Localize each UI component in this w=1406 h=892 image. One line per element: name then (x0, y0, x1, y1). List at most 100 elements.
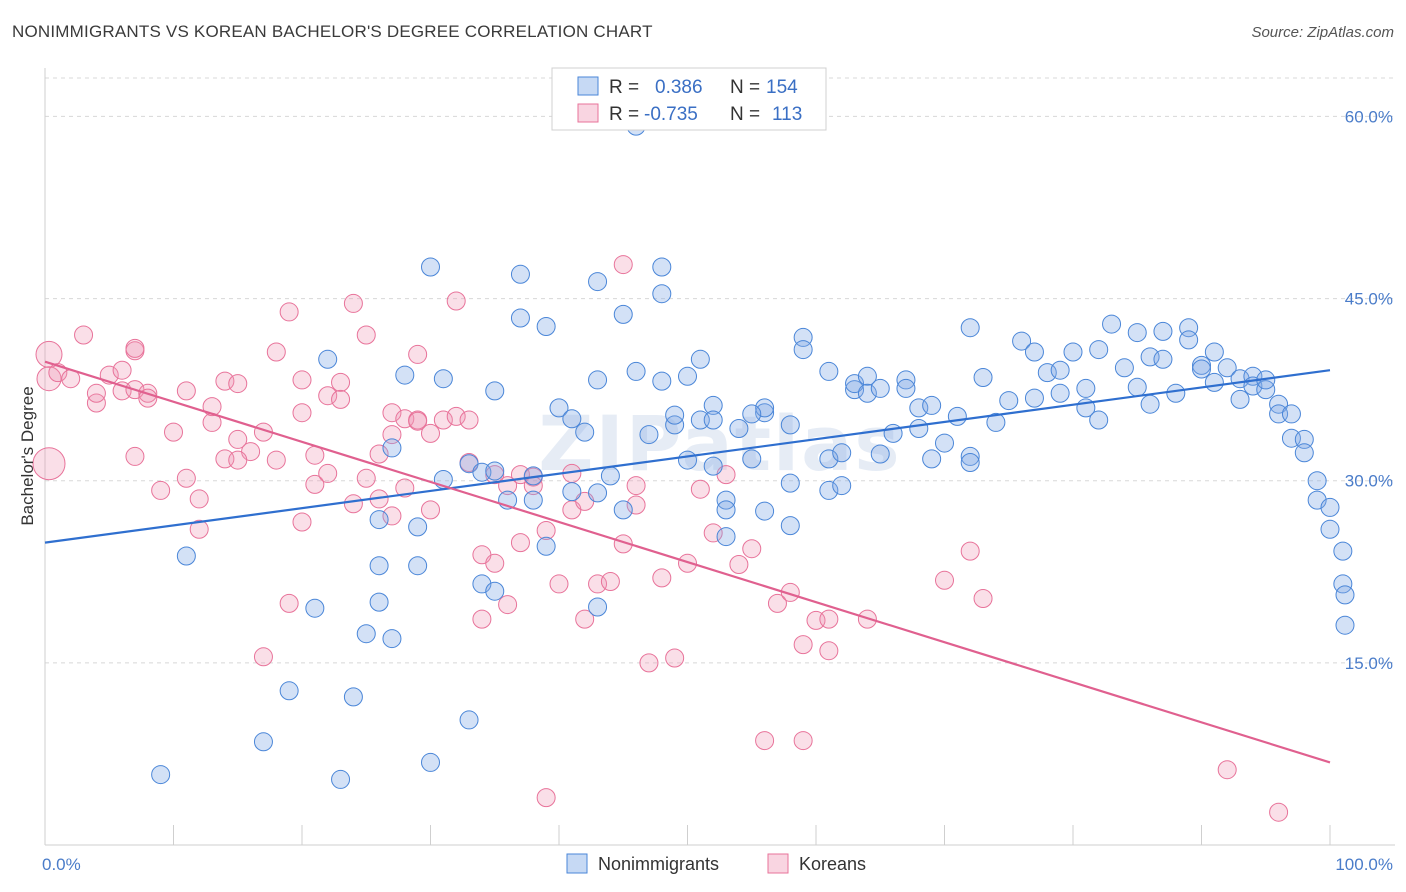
nonimmigrants-point (703, 456, 723, 476)
nonimmigrants-point (1281, 404, 1301, 424)
x-tick-label-min: 0.0% (42, 855, 81, 874)
koreans-point (1269, 802, 1289, 822)
nonimmigrants-point (421, 257, 440, 277)
koreans-point (228, 374, 248, 394)
legend-r-label-1: R = (609, 77, 639, 98)
koreans-point (652, 568, 672, 588)
koreans-point (960, 541, 980, 561)
bottom-legend-swatch-pink (767, 853, 789, 874)
koreans-point (266, 342, 286, 362)
nonimmigrants-point (485, 461, 505, 481)
koreans-point (151, 480, 171, 500)
nonimmigrants-point (343, 687, 363, 707)
nonimmigrants-point (408, 517, 428, 537)
koreans-point (189, 489, 209, 509)
koreans-point (690, 479, 710, 499)
koreans-point (331, 389, 351, 409)
koreans-point (331, 372, 351, 392)
legend-n-label-1: N = (730, 77, 760, 98)
nonimmigrants-point (703, 410, 723, 430)
koreans-point (189, 519, 209, 539)
nonimmigrants-point (665, 405, 685, 425)
koreans-point (793, 635, 813, 655)
nonimmigrants-point (485, 581, 505, 601)
nonimmigrants-point (331, 769, 351, 789)
nonimmigrants-point (922, 449, 942, 469)
nonimmigrants-point (729, 419, 749, 438)
nonimmigrants-point (536, 536, 556, 556)
koreans-point (292, 512, 312, 532)
nonimmigrants-point (1269, 394, 1289, 414)
legend-n-value-2: 113 (772, 104, 802, 125)
nonimmigrants-point (857, 383, 877, 403)
nonimmigrants-point (600, 466, 620, 486)
koreans-point (279, 593, 299, 613)
nonimmigrants-point (1012, 331, 1032, 351)
legend-swatch-blue (577, 76, 599, 96)
nonimmigrants-point (588, 370, 608, 390)
nonimmigrants-point (575, 422, 595, 442)
x-tick-label-max: 100.0% (1335, 855, 1393, 874)
nonimmigrants-point (1050, 383, 1070, 403)
koreans-point (125, 446, 145, 466)
nonimmigrants-point (909, 419, 929, 438)
nonimmigrants-point (999, 391, 1019, 411)
koreans-point (343, 494, 363, 514)
nonimmigrants-point (1294, 443, 1314, 463)
nonimmigrants-point (665, 415, 685, 435)
koreans-point (433, 410, 453, 430)
koreans-point (626, 476, 646, 496)
bottom-legend-swatch-blue (566, 853, 588, 874)
koreans-point (536, 521, 556, 540)
koreans-point (703, 523, 723, 543)
koreans-point (382, 403, 402, 423)
nonimmigrants-point (845, 380, 865, 400)
koreans-points (32, 255, 1289, 822)
nonimmigrants-point (1166, 383, 1186, 403)
nonimmigrants-point (755, 501, 775, 521)
koreans-point (395, 478, 415, 498)
koreans-point (292, 370, 312, 390)
nonimmigrants-point (639, 425, 659, 445)
nonimmigrants-point (318, 349, 338, 369)
koreans-point (318, 463, 338, 483)
nonimmigrants-points (151, 116, 1355, 789)
koreans-point (742, 539, 762, 559)
koreans-point (138, 388, 158, 408)
nonimmigrants-point (395, 365, 415, 385)
y-axis-title: Bachelor's Degree (18, 386, 37, 525)
nonimmigrants-point (870, 378, 890, 398)
legend-r-value-2: -0.735 (644, 104, 698, 125)
nonimmigrants-point (588, 597, 608, 617)
koreans-point (446, 291, 466, 311)
nonimmigrants-point (1127, 377, 1147, 397)
koreans-point (613, 255, 633, 275)
koreans-point (112, 360, 132, 380)
nonimmigrants-point (510, 308, 530, 328)
nonimmigrants-point (1217, 358, 1237, 378)
nonimmigrants-point (588, 272, 608, 292)
nonimmigrants-point (716, 490, 736, 510)
nonimmigrants-point (870, 444, 890, 464)
nonimmigrants-point (613, 500, 633, 520)
koreans-point (421, 500, 440, 520)
koreans-point (498, 595, 518, 615)
nonimmigrants-point (755, 398, 775, 418)
koreans-point (575, 609, 595, 629)
nonimmigrants-point (947, 406, 967, 426)
nonimmigrants-point (1102, 314, 1122, 334)
nonimmigrants-point (678, 450, 697, 470)
nonimmigrants-point (382, 438, 402, 458)
koreans-point (626, 495, 646, 515)
nonimmigrants-point (960, 318, 980, 338)
koreans-point (356, 325, 376, 345)
nonimmigrants-point (703, 395, 723, 415)
koreans-point (164, 422, 183, 442)
koreans-point (266, 450, 286, 470)
nonimmigrants-point (1179, 330, 1199, 350)
nonimmigrants-point (485, 381, 505, 401)
nonimmigrants-point (857, 366, 877, 386)
legend-box: R = 0.386 N = 154 R = -0.735 N = 113 (551, 67, 827, 131)
koreans-point (86, 393, 106, 413)
nonimmigrants-point (1153, 321, 1173, 341)
